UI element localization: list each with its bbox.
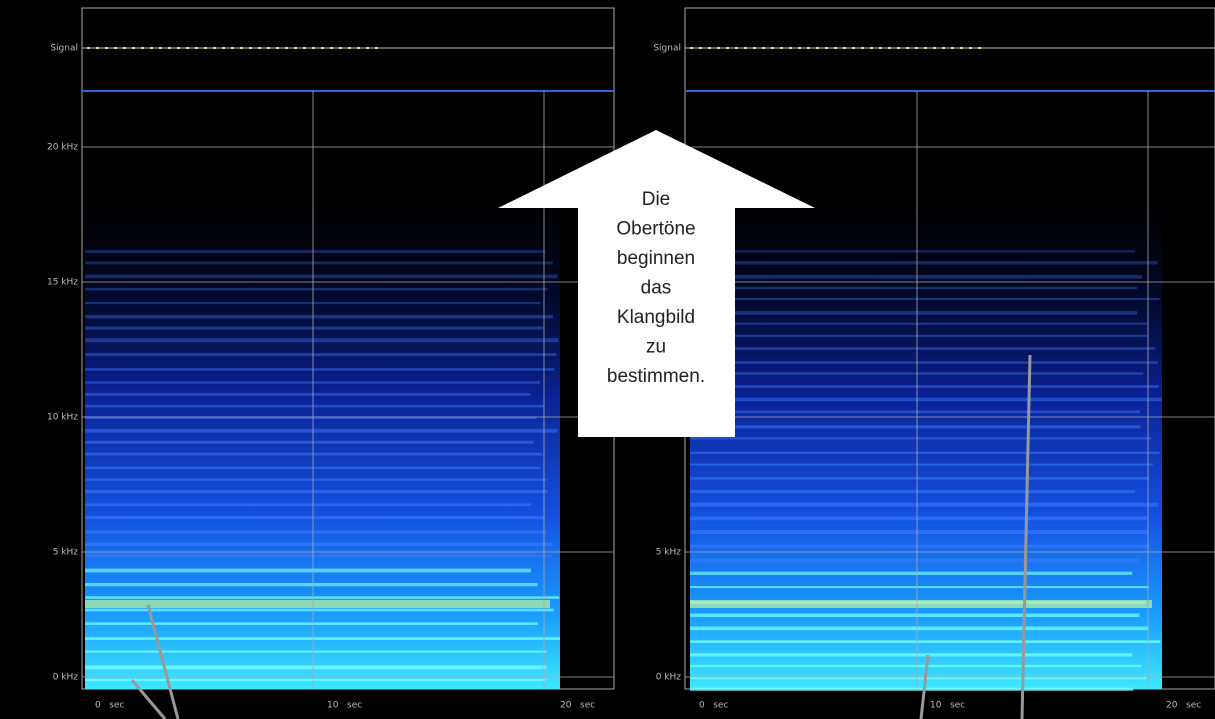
spectrum-band — [85, 583, 538, 586]
spectrum-band — [85, 315, 553, 318]
spectrum — [85, 190, 560, 689]
harmonic — [85, 600, 550, 608]
spectrum-band — [85, 338, 558, 342]
spectrum-band — [690, 452, 1160, 454]
spectrum-band — [85, 490, 548, 493]
annotation-text: zu — [646, 337, 666, 358]
spectrum-band — [85, 353, 556, 356]
spectrum-band — [690, 347, 1155, 350]
spectrum-band — [690, 490, 1135, 493]
spectrum-band — [85, 569, 531, 573]
y-axis-label: 0 kHz — [656, 673, 682, 683]
spectrum-band — [690, 398, 1162, 402]
spectrum-band — [690, 361, 1158, 363]
spectrum-band — [690, 477, 1149, 480]
spectrum-band — [85, 288, 548, 291]
spectrum-band — [85, 666, 546, 670]
spectrum-band — [690, 640, 1160, 643]
x-axis-label: 10 sec — [327, 701, 362, 711]
x-axis-label: 10 sec — [930, 701, 965, 711]
spectrum-band — [85, 327, 543, 330]
spectrum-band — [690, 613, 1139, 617]
spectrum-band — [690, 503, 1158, 507]
y-axis-label: 20 kHz — [47, 143, 78, 153]
spectrum-band — [690, 530, 1148, 534]
spectrum-band — [85, 651, 547, 653]
y-axis-label: 5 kHz — [656, 548, 682, 558]
x-axis-label: 20 sec — [1166, 701, 1201, 711]
spectrum-band — [85, 274, 558, 278]
spectrum-band — [690, 275, 1142, 279]
spectrum-band — [690, 653, 1132, 656]
spectrum-band — [85, 554, 552, 558]
y-axis-label: 10 kHz — [47, 413, 78, 423]
spectrum-band — [690, 437, 1151, 439]
spectrum-band — [690, 688, 1133, 691]
signal-label: Signal — [653, 44, 681, 54]
spectrum-band — [690, 410, 1140, 413]
spectrum-band — [85, 516, 545, 519]
spectrum-band — [690, 516, 1147, 520]
signal-label: Signal — [50, 44, 78, 54]
spectrum-band — [690, 335, 1147, 337]
spectrum-band — [85, 453, 542, 456]
spectrum-band — [690, 558, 1138, 562]
spectrum-band — [85, 368, 554, 371]
spectrum-band — [85, 250, 545, 253]
annotation-text: das — [641, 278, 672, 299]
spectrum-band — [85, 381, 540, 384]
annotation-text: Obertöne — [616, 219, 695, 240]
spectrum-band — [85, 479, 546, 481]
x-axis-label: 0 sec — [95, 701, 125, 711]
spectrogram-panel: Signal 5 kHz 0 kHz 0 sec 10 sec 20 sec — [653, 8, 1215, 711]
x-axis-label: 20 sec — [560, 701, 595, 711]
spectrum-band — [85, 441, 533, 444]
spectrum-band — [85, 609, 554, 612]
spectrum-band — [690, 464, 1153, 466]
spectrum-band — [85, 261, 553, 264]
spectrum-band — [690, 626, 1149, 630]
spectrum-band — [85, 543, 553, 546]
spectrum-band — [690, 311, 1137, 315]
annotation-text: beginnen — [617, 248, 695, 269]
spectrum-band — [690, 572, 1132, 575]
spectrum-band — [690, 385, 1159, 388]
spectrum-band — [85, 405, 544, 408]
spectrum-band — [690, 250, 1135, 253]
spectrum-band — [690, 586, 1149, 588]
spectrum-band — [690, 545, 1150, 548]
annotation-text: Die — [642, 189, 671, 210]
spectrum-band — [85, 679, 546, 681]
screenshot: Signal 20 kHz 15 kHz 10 kHz 5 kHz 0 kHz 0 sec 1… — [0, 0, 1215, 719]
spectrum-band — [690, 665, 1142, 667]
annotation-text: Klangbild — [617, 307, 695, 328]
spectrum-band — [690, 425, 1140, 428]
spectrum-band — [85, 531, 546, 534]
spectrum-band — [690, 298, 1160, 300]
x-axis-label: 0 sec — [699, 701, 729, 711]
harmonic — [690, 600, 1152, 608]
spectrum-band — [85, 429, 558, 433]
spectrum-band — [690, 261, 1157, 264]
y-axis-label: 0 kHz — [53, 673, 79, 683]
y-axis-label: 15 kHz — [47, 278, 78, 288]
spectrum-band — [85, 393, 530, 396]
annotation-text: bestimmen. — [607, 366, 705, 387]
y-axis-label: 5 kHz — [53, 548, 79, 558]
spectrum-band — [690, 323, 1147, 325]
spectrogram-panel: Signal 20 kHz 15 kHz 10 kHz 5 kHz 0 kHz 0 sec 1… — [47, 8, 614, 711]
spectrum-band — [85, 596, 559, 599]
spectrum-band — [85, 503, 531, 506]
spectrum-band — [690, 287, 1137, 289]
